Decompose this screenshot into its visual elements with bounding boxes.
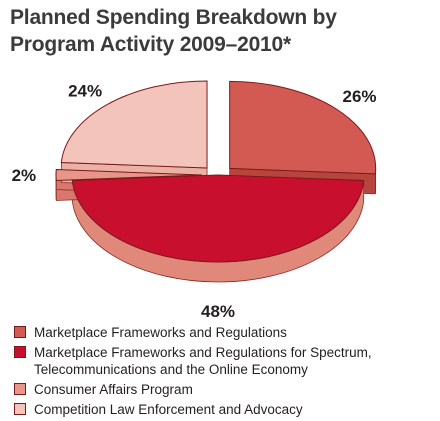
legend-label: Marketplace Frameworks and Regulations bbox=[34, 324, 287, 341]
legend-item: Marketplace Frameworks and Regulations bbox=[14, 324, 434, 341]
legend-item: Marketplace Frameworks and Regulations f… bbox=[14, 344, 434, 378]
legend-item: Consumer Affairs Program bbox=[14, 381, 434, 398]
legend-label: Marketplace Frameworks and Regulations f… bbox=[34, 344, 434, 378]
legend-swatch bbox=[14, 326, 26, 338]
slice-percent-label: 48% bbox=[201, 302, 235, 320]
legend: Marketplace Frameworks and Regulations M… bbox=[14, 324, 434, 421]
pie-chart: 26% 48% 2% 24% bbox=[0, 0, 440, 320]
slice-percent-label: 24% bbox=[68, 82, 102, 101]
legend-swatch bbox=[14, 403, 26, 415]
legend-swatch bbox=[14, 383, 26, 395]
legend-label: Consumer Affairs Program bbox=[34, 381, 193, 398]
slice-percent-label: 26% bbox=[342, 87, 376, 106]
slice-percent-label: 2% bbox=[12, 166, 37, 185]
legend-swatch bbox=[14, 346, 26, 358]
